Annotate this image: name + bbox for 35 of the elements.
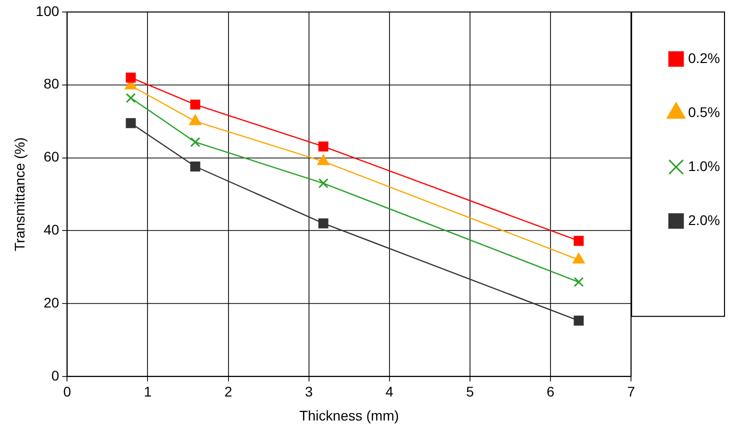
legend-label: 0.2% <box>688 50 720 66</box>
y-tick-label: 40 <box>44 222 60 238</box>
point <box>318 178 328 188</box>
y-axis-title: Transmittance (%) <box>11 137 28 252</box>
point <box>574 277 584 288</box>
x-tick-label: 3 <box>304 384 313 400</box>
x-tick-label: 2 <box>224 384 232 400</box>
x-tick-label: 7 <box>627 384 636 400</box>
y-tick-label: 0 <box>51 367 60 384</box>
point <box>317 154 330 166</box>
point <box>189 114 202 126</box>
legend-label: 2.0% <box>688 212 720 228</box>
x-axis-title: Thickness (mm) <box>299 407 399 424</box>
point <box>318 218 328 228</box>
y-tick-label: 20 <box>44 294 60 310</box>
x-tick-label: 1 <box>144 384 152 400</box>
point <box>574 236 584 246</box>
point <box>574 316 584 326</box>
point <box>126 118 136 128</box>
x-tick-label: 6 <box>546 384 555 400</box>
y-tick-label: 100 <box>36 2 60 19</box>
x-tick-label: 0 <box>63 384 72 400</box>
point <box>572 253 585 264</box>
point <box>190 137 200 148</box>
legend-label: 1.0% <box>688 158 720 174</box>
point <box>126 93 136 103</box>
point <box>190 100 200 110</box>
point <box>126 72 136 83</box>
y-tick-label: 60 <box>44 148 60 165</box>
point <box>190 162 200 172</box>
x-tick-label: 5 <box>466 384 474 400</box>
legend-label: 0.5% <box>688 104 720 120</box>
point <box>318 141 328 152</box>
y-tick-label: 80 <box>44 76 60 92</box>
x-tick-label: 4 <box>386 384 394 400</box>
